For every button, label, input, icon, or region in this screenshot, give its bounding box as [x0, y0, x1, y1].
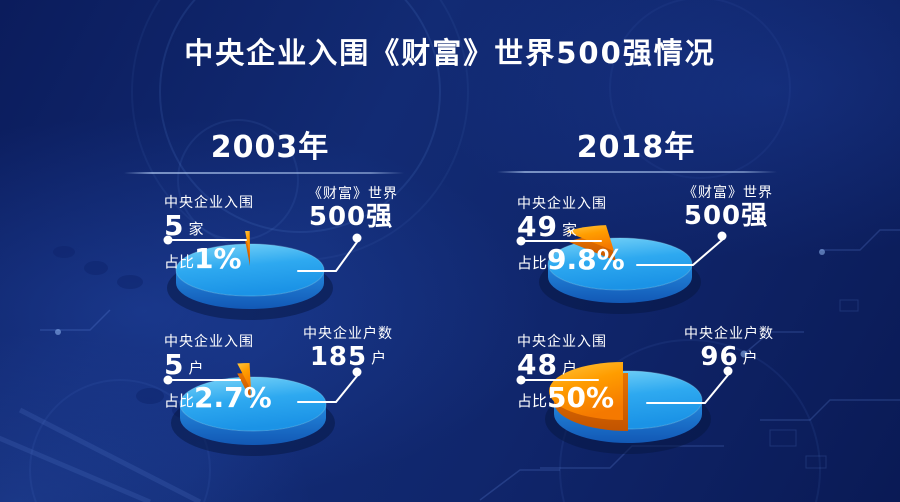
label-left-2018-fortune: 中央企业入围 49 家 占比 9.8%	[517, 196, 625, 274]
ratio-value: 1%	[194, 242, 242, 275]
label-title: 中央企业户数	[303, 326, 393, 342]
leader-dot	[352, 367, 362, 377]
leader-line	[297, 241, 358, 272]
year-underline-2003	[124, 172, 404, 174]
page-title: 中央企业入围《财富》世界500强情况	[184, 36, 716, 70]
ratio-value: 2.7%	[194, 381, 272, 414]
ratio-prefix: 占比	[517, 254, 548, 272]
label-unit: 家	[188, 220, 204, 238]
wedge-top	[566, 225, 614, 251]
label-unit: 户	[371, 349, 387, 367]
label-unit: 户	[561, 359, 577, 377]
ratio-value: 9.8%	[547, 243, 625, 276]
leader-line	[636, 239, 723, 266]
pie-2018-households	[545, 362, 711, 454]
year-header-2018: 2018年	[576, 130, 696, 165]
label-left-2018-households: 中央企业入围 48 户 占比 50%	[517, 334, 614, 412]
label-unit: 户	[742, 349, 758, 367]
ratio-prefix: 占比	[164, 392, 195, 410]
leader-dot	[163, 375, 173, 385]
label-right-2018-fortune: 《财富》世界 500强	[663, 185, 793, 229]
year-header-2003: 2003年	[210, 130, 330, 165]
leader-dot	[516, 236, 526, 246]
pie-2003-households	[171, 363, 335, 456]
label-title: 中央企业户数	[684, 326, 774, 342]
ratio-value: 50%	[547, 381, 615, 414]
label-unit: 家	[561, 221, 577, 239]
label-unit: 户	[188, 359, 204, 377]
wedge-top	[549, 362, 623, 420]
label-title: 中央企业入围	[517, 334, 607, 350]
ratio-prefix: 占比	[517, 392, 548, 410]
leader-dot	[163, 235, 173, 245]
label-right-2018-households: 中央企业户数 96 户	[664, 326, 794, 370]
label-title: 中央企业入围	[164, 195, 254, 211]
leader-line	[646, 374, 729, 404]
leader-dot	[723, 366, 733, 376]
label-value: 500强	[308, 202, 394, 232]
pie-2018-fortune	[539, 225, 701, 314]
label-value: 49	[517, 210, 558, 243]
wedge-top	[245, 231, 250, 257]
leader-line	[297, 375, 358, 403]
leader-dot	[717, 231, 727, 241]
leader-dot	[516, 375, 526, 385]
label-value: 96	[700, 342, 739, 372]
label-title: 《财富》世界	[308, 186, 398, 202]
label-title: 《财富》世界	[683, 185, 773, 201]
ratio-prefix: 占比	[164, 253, 195, 271]
label-value: 5	[164, 209, 185, 242]
pie-2003-fortune	[167, 231, 333, 320]
label-right-2003-fortune: 《财富》世界 500强	[288, 186, 418, 230]
label-value: 5	[164, 348, 185, 381]
year-underline-2018	[497, 171, 777, 173]
label-right-2003-households: 中央企业户数 185 户	[283, 326, 413, 370]
leader-dot	[352, 233, 362, 243]
label-title: 中央企业入围	[517, 196, 607, 212]
wedge-top	[237, 363, 251, 390]
label-title: 中央企业入围	[164, 334, 254, 350]
label-value: 500强	[683, 201, 769, 231]
label-value: 48	[517, 348, 558, 381]
label-value: 185	[309, 342, 368, 372]
leader-lines	[163, 231, 733, 404]
